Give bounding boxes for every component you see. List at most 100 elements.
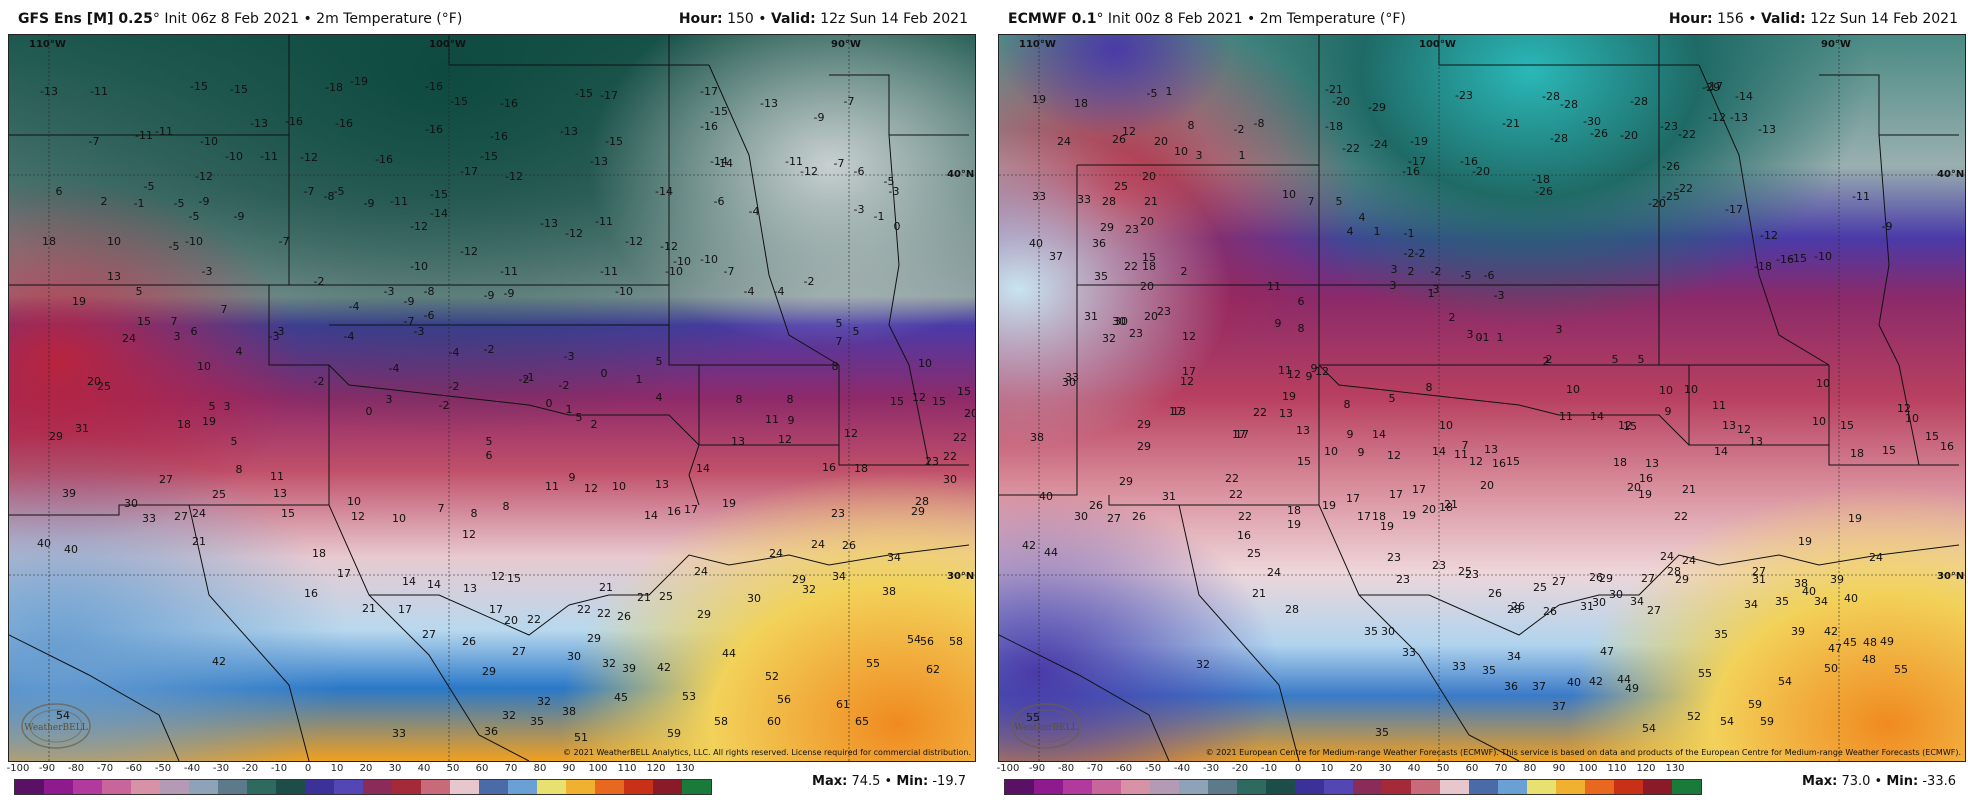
ecmwf-station-value: 33 xyxy=(1077,193,1091,206)
gfs-station-value: -16 xyxy=(425,80,443,93)
gfs-model-name: GFS Ens [M] 0.25 xyxy=(18,11,153,27)
ecmwf-station-value: 18 xyxy=(1439,501,1453,514)
ecmwf-station-value: -30 xyxy=(1583,115,1601,128)
gfs-station-value: 15 xyxy=(957,385,971,398)
gfs-station-value: 5 xyxy=(209,400,216,413)
gfs-station-value: -9 xyxy=(484,289,495,302)
gfs-station-value: 24 xyxy=(192,507,206,520)
gfs-station-value: 23 xyxy=(925,455,939,468)
ecmwf-station-value: 21 xyxy=(1144,195,1158,208)
gfs-legend-swatch xyxy=(189,780,218,794)
ecmwf-station-value: -5 xyxy=(1147,87,1158,100)
ecmwf-panel: ECMWF 0.1° Init 00z 8 Feb 2021 • 2m Temp… xyxy=(990,0,1968,808)
ecmwf-station-value: -26 xyxy=(1590,127,1608,140)
gfs-station-value: -4 xyxy=(744,285,755,298)
gfs-station-value: -7 xyxy=(724,265,735,278)
ecmwf-station-value: 12 xyxy=(1180,375,1194,388)
ecmwf-station-value: -6 xyxy=(1484,269,1495,282)
ecmwf-station-value: 2 xyxy=(1181,265,1188,278)
ecmwf-legend-swatch xyxy=(1237,780,1266,794)
gfs-station-value: -3 xyxy=(384,285,395,298)
gfs-station-value: -3 xyxy=(854,203,865,216)
gfs-station-value: -1 xyxy=(524,371,535,384)
ecmwf-station-value: 13 xyxy=(1722,419,1736,432)
gfs-station-value: 9 xyxy=(569,471,576,484)
ecmwf-legend-swatch xyxy=(1556,780,1585,794)
gfs-station-value: 3 xyxy=(386,393,393,406)
gfs-hour-value: 150 xyxy=(727,11,754,27)
ecmwf-gridlines xyxy=(999,35,1965,761)
gfs-station-value: -2 xyxy=(449,380,460,393)
gfs-station-value: 10 xyxy=(197,360,211,373)
ecmwf-station-value: 12 xyxy=(1287,368,1301,381)
ecmwf-station-value: 31 xyxy=(1162,490,1176,503)
ecmwf-station-value: 4 xyxy=(1359,211,1366,224)
ecmwf-legend-swatch xyxy=(1150,780,1179,794)
gfs-station-value: 33 xyxy=(142,512,156,525)
ecmwf-station-value: 2 xyxy=(1449,311,1456,324)
gfs-panel: GFS Ens [M] 0.25° Init 06z 8 Feb 2021 • … xyxy=(0,0,978,808)
gfs-station-value: 5 xyxy=(836,317,843,330)
gfs-station-value: 36 xyxy=(484,725,498,738)
gfs-station-value: 29 xyxy=(911,505,925,518)
ecmwf-station-value: 28 xyxy=(1667,565,1681,578)
gfs-station-value: -16 xyxy=(425,123,443,136)
gfs-station-value: -11 xyxy=(785,155,803,168)
ecmwf-station-value: -11 xyxy=(1852,190,1870,203)
ecmwf-legend-tick: 30 xyxy=(1378,763,1392,774)
ecmwf-station-value: 12 xyxy=(1122,125,1136,138)
ecmwf-station-value: 11 xyxy=(1454,448,1468,461)
ecmwf-station-value: 37 xyxy=(1049,250,1063,263)
ecmwf-max-min: Max: 73.0 • Min: -33.6 xyxy=(1802,774,1956,789)
gfs-station-value: -11 xyxy=(155,125,173,138)
ecmwf-station-value: 18 xyxy=(1850,447,1864,460)
gfs-station-value: -10 xyxy=(665,265,683,278)
ecmwf-valid-value: 12z Sun 14 Feb 2021 xyxy=(1810,11,1958,27)
gfs-legend-swatch xyxy=(450,780,479,794)
ecmwf-station-value: 33 xyxy=(1065,371,1079,384)
ecmwf-station-value: 55 xyxy=(1894,663,1908,676)
weatherbell-logo: WeatherBELL xyxy=(20,700,92,752)
gfs-station-value: 14 xyxy=(696,462,710,475)
gfs-station-value: 24 xyxy=(694,565,708,578)
ecmwf-station-value: 9 xyxy=(1306,370,1313,383)
gfs-station-value: 12 xyxy=(778,433,792,446)
ecmwf-station-value: -17 xyxy=(1408,155,1426,168)
ecmwf-station-value: 37 xyxy=(1552,700,1566,713)
gfs-station-value: -11 xyxy=(90,85,108,98)
gfs-lon-110-label: 110°W xyxy=(29,39,66,50)
ecmwf-station-value: 8 xyxy=(1298,322,1305,335)
gfs-station-value: -2 xyxy=(559,379,570,392)
gfs-legend-swatch xyxy=(160,780,189,794)
gfs-station-value: 15 xyxy=(137,315,151,328)
gfs-station-value: 24 xyxy=(811,538,825,551)
ecmwf-legend-swatch xyxy=(1585,780,1614,794)
ecmwf-station-value: 1 xyxy=(1374,225,1381,238)
gfs-station-value: 17 xyxy=(398,603,412,616)
gfs-station-value: 35 xyxy=(530,715,544,728)
gfs-legend-tick: 50 xyxy=(446,763,460,774)
gfs-station-value: 42 xyxy=(212,655,226,668)
gfs-station-value: 17 xyxy=(489,603,503,616)
gfs-station-value: 12 xyxy=(912,391,926,404)
gfs-hour-label: Hour: xyxy=(678,11,723,27)
gfs-station-value: 22 xyxy=(953,431,967,444)
ecmwf-legend-tick: 120 xyxy=(1636,763,1656,774)
gfs-station-value: -17 xyxy=(600,89,618,102)
gfs-station-value: 8 xyxy=(503,500,510,513)
ecmwf-station-value: 9 xyxy=(1347,428,1354,441)
ecmwf-station-value: 34 xyxy=(1507,650,1521,663)
ecmwf-station-value: 15 xyxy=(1925,430,1939,443)
ecmwf-legend-tick: -20 xyxy=(1231,763,1249,774)
ecmwf-station-value: 59 xyxy=(1748,698,1762,711)
gfs-station-value: -15 xyxy=(575,87,593,100)
gfs-station-value: 16 xyxy=(822,461,836,474)
gfs-station-value: 5 xyxy=(486,435,493,448)
gfs-legend-tick: 30 xyxy=(388,763,402,774)
gfs-station-value: 60 xyxy=(767,715,781,728)
ecmwf-station-value: 12 xyxy=(1618,419,1632,432)
gfs-station-value: -9 xyxy=(364,197,375,210)
ecmwf-station-value: 12 xyxy=(1469,455,1483,468)
ecmwf-station-value: 37 xyxy=(1532,680,1546,693)
ecmwf-station-value: 30 xyxy=(1112,315,1126,328)
